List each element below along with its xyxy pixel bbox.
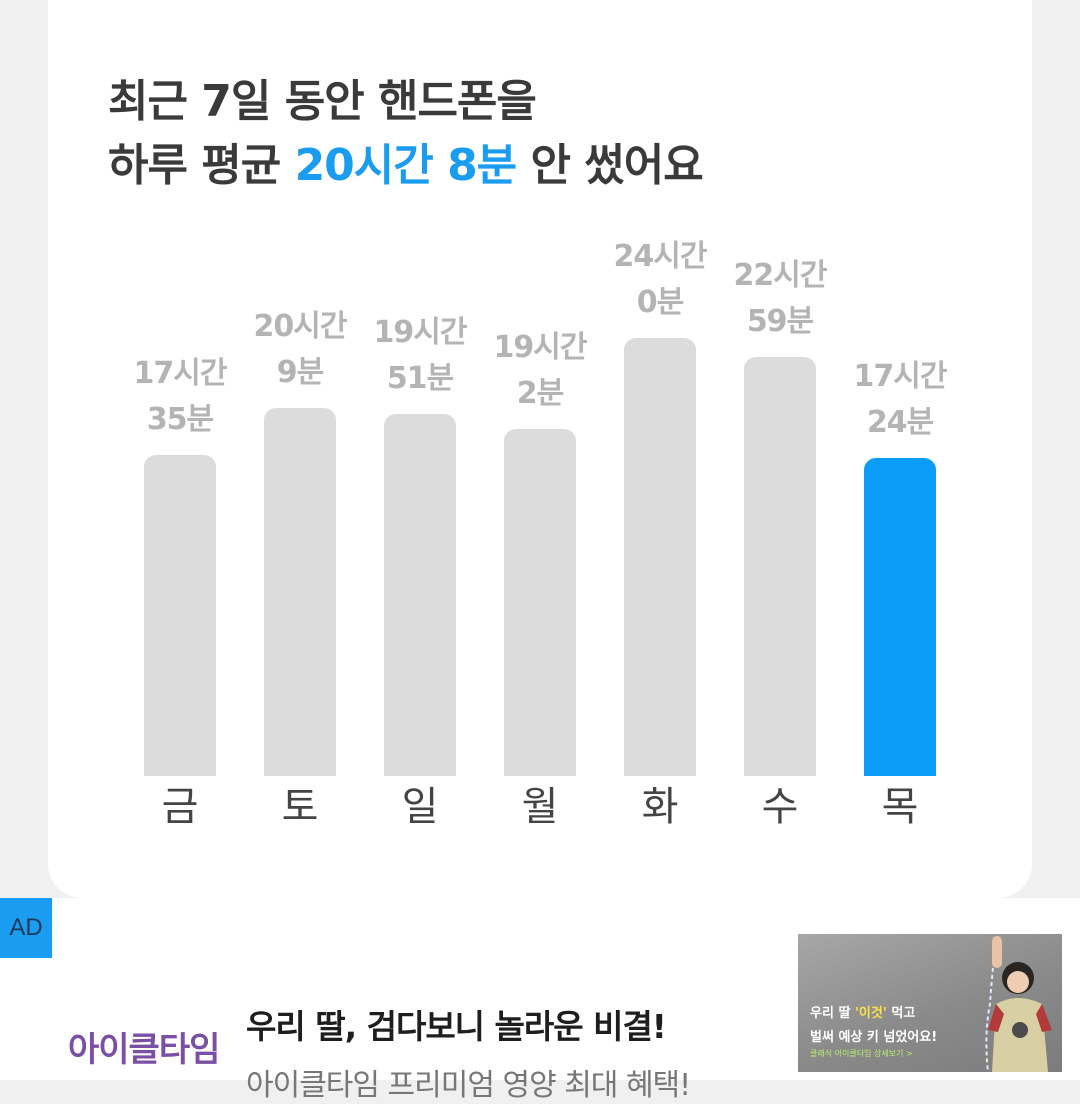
ad-description[interactable]: 아이클타임 프리미엄 영양 최대 혜택!	[246, 1068, 691, 1103]
ad-thumbnail-highlight: '이것'	[854, 1006, 887, 1021]
bar-value-line: 20시간	[253, 309, 348, 345]
bar-4	[624, 338, 696, 776]
bar-1	[264, 408, 336, 776]
ad-thumbnail-line1-suffix: 먹고	[886, 1006, 916, 1021]
day-label-0: 금	[161, 784, 199, 830]
bar-value-line: 24분	[866, 405, 934, 441]
ad-thumbnail[interactable]: 우리 딸 '이것' 먹고 벌써 예상 키 넘었어요! 클래식 아이클타임 상세보…	[798, 934, 1062, 1072]
bar-2	[384, 413, 456, 776]
bar-value-line: 51분	[386, 360, 454, 396]
headline-prefix: 하루 평균	[108, 140, 295, 191]
bar-value-line: 0분	[636, 285, 684, 320]
ad-thumbnail-line1-prefix: 우리 딸	[810, 1006, 855, 1021]
day-label-3: 월	[521, 784, 559, 830]
bar-value-line: 24시간	[613, 239, 708, 274]
day-label-1: 토	[281, 784, 319, 830]
child-photo-icon	[985, 936, 1052, 1072]
day-label-5: 수	[761, 784, 799, 830]
bar-value-line: 19시간	[373, 314, 468, 350]
bar-value-line: 19시간	[493, 329, 588, 365]
bar-value-label-0: 17시간 35분	[110, 351, 250, 443]
bar-3	[504, 428, 576, 776]
headline: 최근 7일 동안 핸드폰을 하루 평균 20시간 8분 안 썼어요	[108, 70, 704, 198]
bar-value-line: 35분	[146, 402, 214, 438]
bar-value-label-5: 22시간 59분	[710, 253, 850, 345]
bar-value-label-2: 19시간 51분	[350, 310, 490, 402]
ad-thumbnail-line2: 벌써 예상 키 넘었어요!	[810, 1030, 938, 1045]
ad-thumbnail-small-text: 클래식 아이클타임 상세보기 >	[810, 1049, 913, 1058]
headline-line1: 최근 7일 동안 핸드폰을	[108, 76, 537, 127]
bar-value-line: 2분	[516, 375, 564, 411]
bar-value-label-6: 17시간 24분	[830, 354, 970, 446]
bar-value-line: 17시간	[853, 359, 948, 395]
bar-value-line: 22시간	[733, 257, 828, 293]
day-label-6: 목	[881, 784, 919, 830]
headline-line2: 하루 평균 20시간 8분 안 썼어요	[108, 134, 704, 198]
day-label-4: 화	[641, 784, 679, 830]
bar-0	[144, 455, 216, 776]
bar-value-line: 17시간	[133, 356, 228, 392]
bar-6	[864, 458, 936, 776]
average-time: 20시간 8분	[294, 140, 518, 191]
bar-value-line: 9분	[276, 355, 324, 391]
bar-value-line: 59분	[746, 303, 814, 339]
bar-value-label-3: 19시간 2분	[470, 325, 610, 417]
day-label-2: 일	[401, 784, 439, 830]
ad-thumbnail-line1: 우리 딸 '이것' 먹고	[810, 1002, 915, 1021]
ad-badge: AD	[0, 898, 52, 958]
headline-suffix: 안 썼어요	[516, 140, 703, 191]
bar-value-label-1: 20시간 9분	[230, 304, 370, 396]
bar-5	[744, 356, 816, 776]
ad-logo[interactable]: 아이클타임	[68, 1030, 220, 1070]
ad-title[interactable]: 우리 딸, 검다보니 놀라운 비결!	[246, 1007, 667, 1046]
bar-value-label-4: 24시간 0분	[590, 234, 730, 326]
